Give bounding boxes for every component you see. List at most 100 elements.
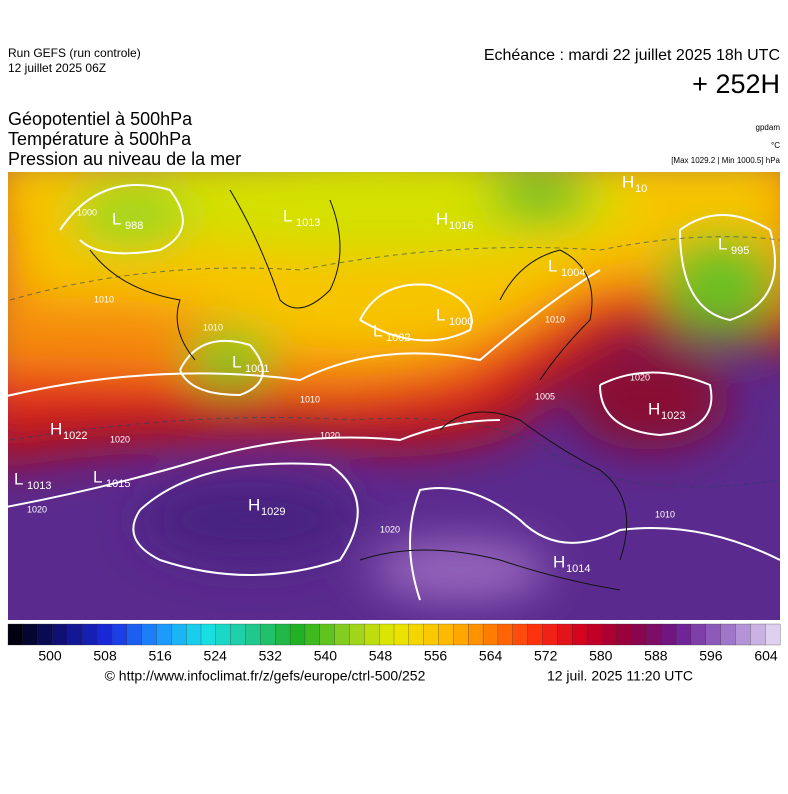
colorbar-tick: 500 <box>38 648 62 664</box>
colorbar-tick: 548 <box>369 648 393 664</box>
center-letter: H <box>648 399 660 418</box>
center-value: 1022 <box>63 430 87 442</box>
center-value: 1029 <box>261 506 285 518</box>
center-value: 10 <box>635 183 647 195</box>
unit: °C <box>771 141 780 150</box>
run-date: 12 juillet 2025 06Z <box>8 61 106 75</box>
center-value: 1016 <box>449 220 473 232</box>
center-letter: L <box>718 234 727 253</box>
colorbar-tick: 572 <box>534 648 558 664</box>
colorbar-cell <box>453 623 469 646</box>
colorbar-tick: 604 <box>754 648 778 664</box>
field: Température à 500hPa <box>8 129 192 149</box>
colorbar-cell <box>572 623 588 646</box>
center-letter: H <box>248 495 260 514</box>
colorbar-cell <box>735 623 751 646</box>
center-letter: L <box>436 305 445 324</box>
colorbar-cell <box>364 623 380 646</box>
colorbar-tick: 532 <box>259 648 283 664</box>
colorbar-cell <box>616 623 632 646</box>
center-value: 1023 <box>661 410 685 422</box>
colorbar-cell <box>468 623 484 646</box>
colorbar-cell <box>661 623 677 646</box>
center-value: 1013 <box>27 480 51 492</box>
field: Pression au niveau de la mer <box>8 149 241 169</box>
center-letter: L <box>93 467 102 486</box>
valid-time: Echéance : mardi 22 juillet 2025 18h UTC <box>484 47 780 64</box>
colorbar-cell <box>720 623 736 646</box>
colorbar: 500 508 516 524 532 540 548 556 564 572 580 588 596 6… <box>7 623 781 664</box>
isobar-label: 1020 <box>380 524 400 534</box>
unit: [Max 1029.2 | Min 1000.5] hPa <box>671 156 780 165</box>
isobar-label: 1020 <box>630 372 650 382</box>
colorbar-cell <box>705 623 722 646</box>
colorbar-cell <box>275 623 291 646</box>
colorbar-cell <box>319 623 336 646</box>
colorbar-cell <box>96 623 113 646</box>
center-letter: L <box>283 206 292 225</box>
issued: 12 juil. 2025 11:20 UTC <box>547 668 693 684</box>
center-value: 1013 <box>296 217 320 229</box>
isobar-label: 1020 <box>27 504 47 514</box>
isobar-label: 1005 <box>535 391 555 401</box>
center-letter: L <box>373 321 382 340</box>
colorbar-cell <box>512 623 529 646</box>
colorbar-cell <box>482 623 499 646</box>
colorbar-cell <box>408 623 425 646</box>
center-letter: H <box>436 209 448 228</box>
colorbar-cell <box>126 623 143 646</box>
colorbar-cell <box>349 623 365 646</box>
colorbar-cell <box>230 623 246 646</box>
center-letter: H <box>622 172 634 191</box>
colorbar-cell <box>82 623 98 646</box>
center-value: 988 <box>125 220 143 232</box>
colorbar-cell <box>215 623 232 646</box>
center-value: 1014 <box>566 563 590 575</box>
colorbar-cell <box>67 623 83 646</box>
center-value: 1015 <box>106 478 130 490</box>
lead-time: + 252H <box>692 69 780 99</box>
colorbar-cell <box>22 623 39 646</box>
center-value: 995 <box>731 245 749 257</box>
colorbar-tick: 556 <box>424 648 448 664</box>
colorbar-cell <box>37 623 53 646</box>
isobar-label: 1010 <box>655 509 675 519</box>
isobar-label: 1010 <box>545 314 565 324</box>
colorbar-cell <box>423 623 439 646</box>
colorbar-tick: 508 <box>93 648 117 664</box>
colorbar-cell <box>393 623 410 646</box>
colorbar-cell <box>156 623 172 646</box>
colorbar-cell <box>557 623 573 646</box>
colorbar-tick: 596 <box>699 648 723 664</box>
colorbar-cell <box>171 623 187 646</box>
colorbar-tick: 516 <box>148 648 172 664</box>
center-letter: L <box>232 352 241 371</box>
center-letter: L <box>14 469 23 488</box>
center-value: 1000 <box>449 316 473 328</box>
run: Run GEFS (run controle) <box>8 46 141 60</box>
colorbar-cell <box>675 623 692 646</box>
colorbar-cell <box>750 623 766 646</box>
center-value: 1004 <box>561 267 585 279</box>
source: © http://www.infoclimat.fr/z/gefs/europe… <box>105 668 426 684</box>
colorbar-cell <box>7 623 24 646</box>
colorbar-cell <box>200 623 217 646</box>
colorbar-cell <box>601 623 618 646</box>
center-letter: H <box>553 552 565 571</box>
colorbar-tick: 588 <box>644 648 668 664</box>
colorbar-cell <box>334 623 350 646</box>
colorbar-cell <box>542 623 558 646</box>
colorbar-cell <box>586 623 603 646</box>
isobar-label: 1010 <box>203 322 223 332</box>
colorbar-cell <box>141 623 157 646</box>
colorbar-cell <box>304 623 321 646</box>
colorbar-cell <box>690 623 707 646</box>
colorbar-cell <box>111 623 128 646</box>
colorbar-cell <box>765 623 781 646</box>
colorbar-cell <box>260 623 276 646</box>
colorbar-tick: 580 <box>589 648 613 664</box>
center-value: 1001 <box>245 363 269 375</box>
isobar-label: 1020 <box>320 430 340 440</box>
isobar-label: 1010 <box>300 394 320 404</box>
